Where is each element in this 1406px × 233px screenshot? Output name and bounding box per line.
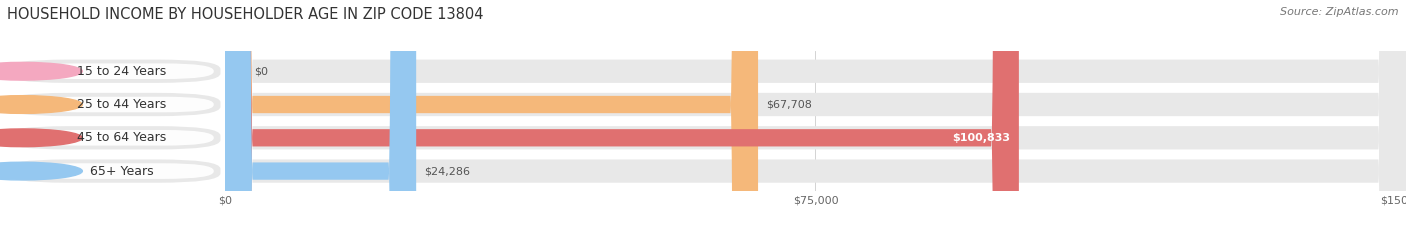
Text: $100,833: $100,833 — [953, 133, 1011, 143]
FancyBboxPatch shape — [225, 0, 1019, 233]
FancyBboxPatch shape — [30, 163, 214, 179]
Circle shape — [0, 96, 83, 113]
FancyBboxPatch shape — [30, 130, 214, 146]
Text: 15 to 24 Years: 15 to 24 Years — [77, 65, 166, 78]
FancyBboxPatch shape — [225, 0, 246, 233]
FancyBboxPatch shape — [4, 60, 221, 83]
FancyBboxPatch shape — [225, 0, 758, 233]
Text: Source: ZipAtlas.com: Source: ZipAtlas.com — [1281, 7, 1399, 17]
Circle shape — [0, 162, 83, 180]
Text: $0: $0 — [254, 66, 269, 76]
Text: 65+ Years: 65+ Years — [90, 164, 153, 178]
FancyBboxPatch shape — [225, 0, 1406, 233]
Text: 45 to 64 Years: 45 to 64 Years — [77, 131, 166, 144]
Text: $67,708: $67,708 — [766, 99, 813, 110]
Text: HOUSEHOLD INCOME BY HOUSEHOLDER AGE IN ZIP CODE 13804: HOUSEHOLD INCOME BY HOUSEHOLDER AGE IN Z… — [7, 7, 484, 22]
Circle shape — [0, 129, 83, 147]
FancyBboxPatch shape — [225, 0, 1406, 233]
FancyBboxPatch shape — [30, 63, 214, 79]
FancyBboxPatch shape — [225, 0, 416, 233]
FancyBboxPatch shape — [4, 126, 221, 149]
FancyBboxPatch shape — [30, 97, 214, 112]
Circle shape — [0, 62, 83, 80]
Text: 25 to 44 Years: 25 to 44 Years — [77, 98, 166, 111]
Text: $24,286: $24,286 — [425, 166, 471, 176]
FancyBboxPatch shape — [225, 0, 1406, 233]
FancyBboxPatch shape — [225, 0, 1406, 233]
FancyBboxPatch shape — [4, 159, 221, 183]
FancyBboxPatch shape — [4, 93, 221, 116]
